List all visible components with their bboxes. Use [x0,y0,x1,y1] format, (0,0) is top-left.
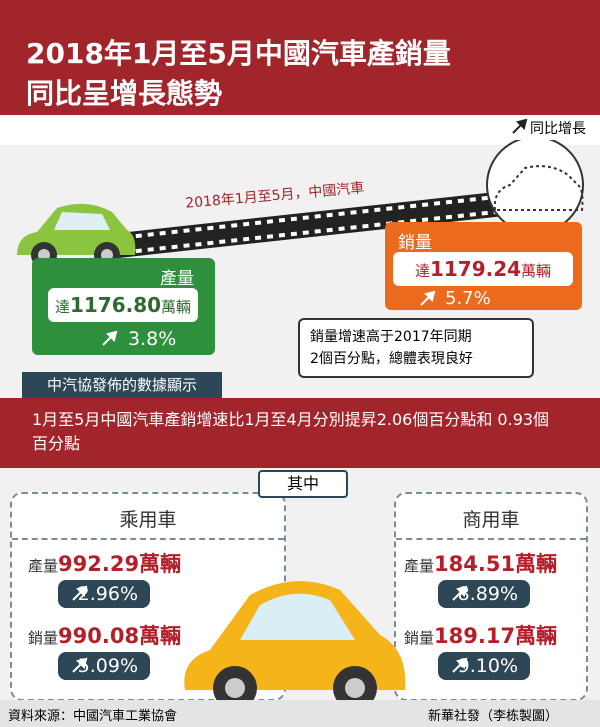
growth: 5.7% [445,288,491,309]
stat: 產量184.51萬輛 [404,548,557,578]
growth: 3.8% [128,328,177,350]
banner: 1月至5月中國汽車產銷增速比1月至4月分別提昇2.06個百分點和 0.93個百分… [0,398,600,468]
label: 銷量 [404,629,435,647]
arrow-icon [72,585,88,601]
box-title: 商用車 [396,505,586,540]
prefix: 達 [54,298,70,316]
production-value: 達1176.80萬輛 [48,288,198,322]
arrow-icon [452,657,468,673]
label: 產量 [28,557,59,575]
arrow-icon [102,330,118,346]
value: 992.29萬輛 [58,552,182,576]
growth: 5.09% [77,655,138,677]
title-line: 同比呈增長態勢 [26,77,223,110]
title-line: 2018年1月至5月中國汽車產銷量 [26,37,451,70]
unit: 萬輛 [521,262,552,280]
label: 銷量 [28,629,59,647]
box-title: 乘用車 [12,505,284,540]
label: 產量 [160,269,194,289]
label: 產量 [404,557,435,575]
growth-pill: 2.96% [58,580,150,608]
arrow-icon [420,290,436,306]
growth: 8.89% [457,583,518,605]
callout-line: 銷量增速高于2017年同期 [310,329,472,345]
legend-bar [0,115,600,145]
growth: 2.96% [77,583,138,605]
source-tag: 中汽協發佈的數據顯示 [22,372,222,398]
legend-text: 同比增長 [530,121,586,137]
arrow-icon [512,118,528,134]
stat: 銷量189.17萬輛 [404,620,557,650]
callout: 銷量增速高于2017年同期 2個百分點，總體表現良好 [298,318,534,378]
prefix: 達 [414,262,430,280]
value: 1176.80 [69,293,162,317]
growth-pill: 8.89% [438,580,530,608]
arrow-icon [72,657,88,673]
label: 銷量 [398,233,432,253]
sales-value: 達1179.24萬輛 [393,252,573,286]
value: 1179.24 [429,257,522,281]
growth-pill: 5.09% [58,652,150,680]
footer-credit: 新華社發（李栋製圖） [428,709,559,724]
footer-source: 資料來源：中國汽車工業協會 [8,709,178,724]
stat: 銷量990.08萬輛 [28,620,181,650]
stat: 產量992.29萬輛 [28,548,181,578]
growth: 9.10% [457,655,518,677]
footer [0,700,600,727]
value: 990.08萬輛 [58,624,182,648]
value: 189.17萬輛 [434,624,558,648]
yellow-car [184,581,406,710]
header [0,0,600,115]
callout-line: 2個百分點，總體表現良好 [310,351,473,367]
unit: 萬輛 [161,298,192,316]
growth-pill: 9.10% [438,652,530,680]
section-label: 其中 [258,470,348,498]
arrow-icon [452,585,468,601]
value: 184.51萬輛 [434,552,558,576]
